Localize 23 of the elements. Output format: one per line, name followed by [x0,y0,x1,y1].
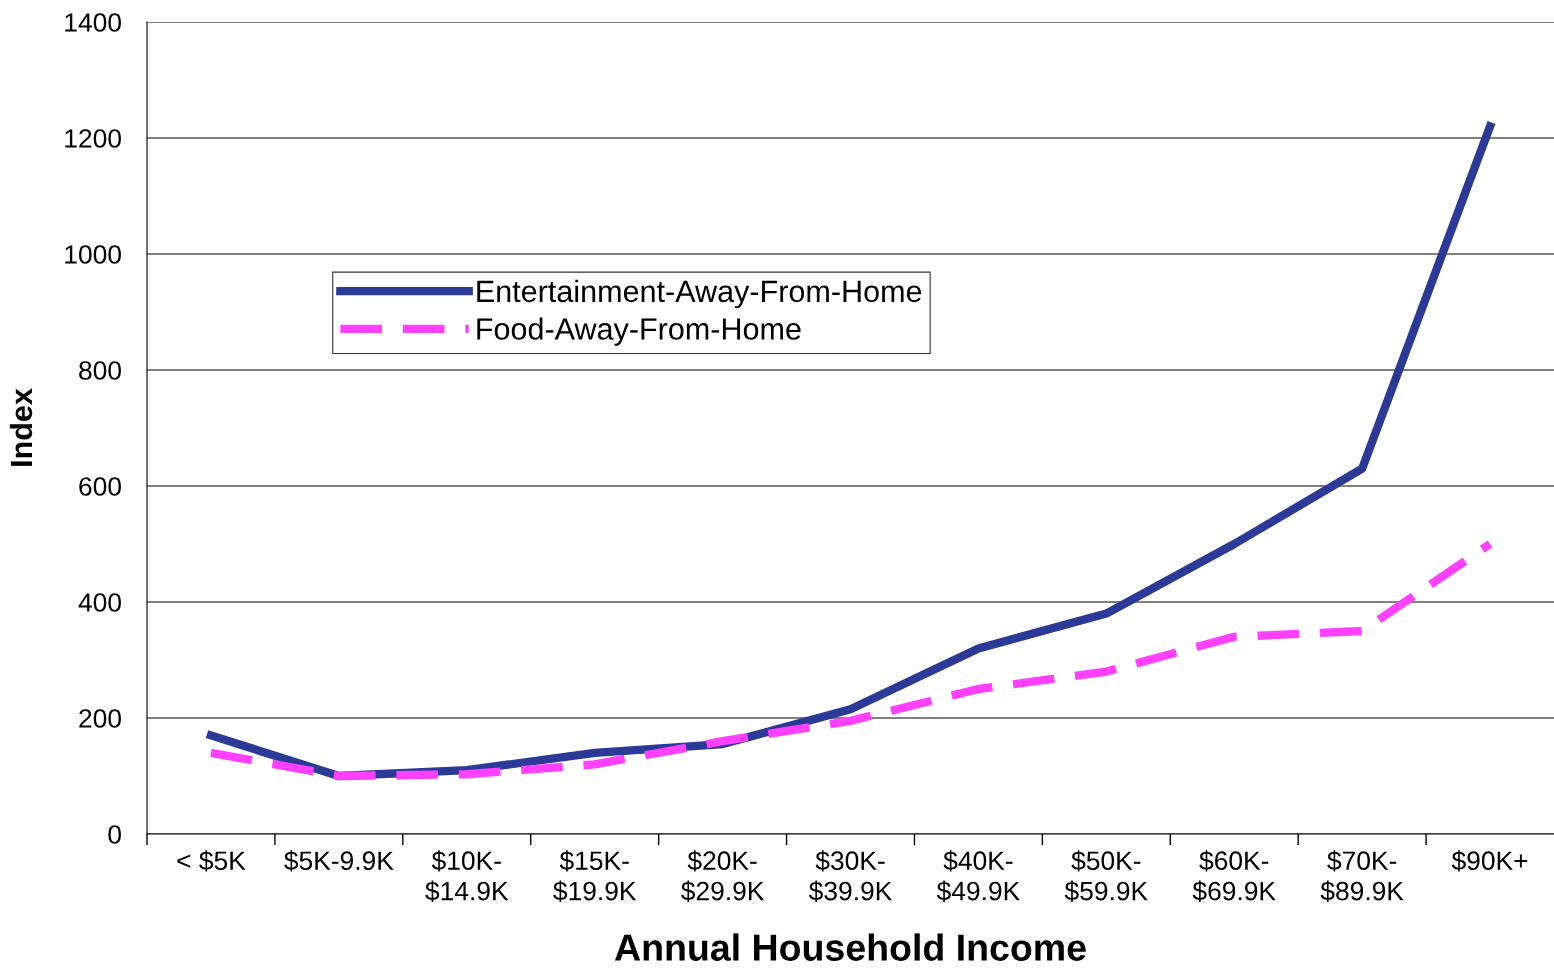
x-tick-label: $90K+ [1451,850,1528,872]
y-tick-label: 0 [108,825,121,844]
y-tick-label: 600 [79,477,121,496]
x-tick-label: < $5K [177,850,246,872]
x-tick-label: $30K- $39.9K [808,850,893,902]
x-tick-label: $5K-9.9K [284,850,394,872]
y-tick-label: 400 [78,593,121,612]
y-tick-label: 1000 [65,245,121,264]
x-tick-label: $15K- $19.9K [553,850,637,902]
legend-label: Entertainment-Away-From-Home [477,279,922,309]
x-axis-title: Annual Household Income [614,933,1086,961]
x-tick-label: $70K- $89.9K [1320,850,1404,902]
x-tick-label: $50K- $59.9K [1064,850,1148,902]
x-tick-label: $40K- $49.9K [936,850,1020,902]
y-tick-label: 200 [79,709,121,728]
y-tick-label: 1200 [65,129,121,148]
x-tick-label: $60K- $69.9K [1192,850,1276,902]
y-axis-title: Index [9,388,33,466]
x-tick-label: $10K- $14.9K [425,850,509,902]
y-tick-label: 800 [79,361,121,380]
x-tick-label: $20K- $29.9K [681,850,765,902]
y-tick-label: 1400 [65,13,121,32]
legend-label: Food-Away-From-Home [477,317,801,346]
